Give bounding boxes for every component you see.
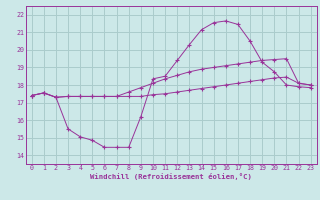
X-axis label: Windchill (Refroidissement éolien,°C): Windchill (Refroidissement éolien,°C) [90,173,252,180]
